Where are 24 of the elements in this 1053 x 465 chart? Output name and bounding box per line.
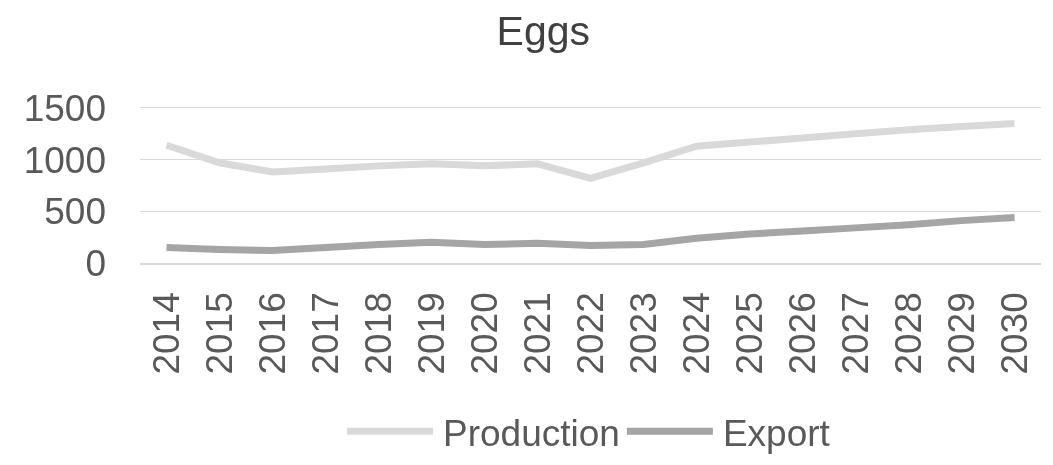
x-tick-label: 2022 <box>569 292 611 375</box>
x-tick-label: 2024 <box>675 292 717 375</box>
x-tick-label: 2016 <box>251 292 293 375</box>
y-tick-label: 1000 <box>23 139 106 181</box>
y-tick-label: 500 <box>44 191 106 233</box>
x-tick-label: 2018 <box>357 292 399 375</box>
chart-title: Eggs <box>496 7 591 54</box>
legend-label: Export <box>722 412 831 454</box>
y-tick-label: 0 <box>85 242 106 284</box>
x-tick-label: 2020 <box>463 292 505 375</box>
x-tick-label: 2015 <box>198 292 240 375</box>
x-tick-label: 2030 <box>993 292 1035 375</box>
x-tick-label: 2026 <box>781 292 823 375</box>
legend-label: Production <box>443 412 620 454</box>
x-tick-label: 2017 <box>304 292 346 375</box>
x-tick-label: 2028 <box>887 292 929 375</box>
x-tick-label: 2029 <box>940 292 982 375</box>
x-tick-label: 2014 <box>145 292 187 375</box>
x-tick-label: 2019 <box>410 292 452 375</box>
x-tick-label: 2021 <box>516 292 558 375</box>
y-tick-label: 1500 <box>23 87 106 129</box>
x-tick-label: 2025 <box>728 292 770 375</box>
x-tick-label: 2027 <box>834 292 876 375</box>
x-tick-label: 2023 <box>622 292 664 375</box>
